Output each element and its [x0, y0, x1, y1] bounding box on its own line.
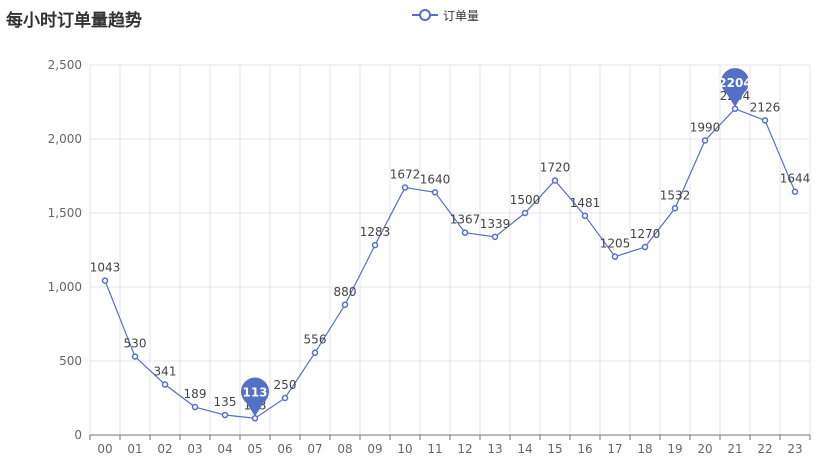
data-label: 1644: [780, 172, 811, 186]
x-tick-label: 10: [397, 442, 412, 456]
data-point[interactable]: [491, 233, 499, 241]
mark-pin-label: 2204: [718, 76, 751, 90]
data-label: 1672: [390, 168, 421, 182]
data-point[interactable]: [551, 177, 559, 184]
y-tick-label: 2,000: [48, 132, 82, 146]
data-point[interactable]: [641, 243, 649, 251]
data-point[interactable]: [461, 229, 469, 236]
data-label: 1283: [360, 225, 391, 239]
x-tick-label: 15: [547, 442, 562, 456]
data-label: 880: [334, 285, 357, 299]
x-tick-label: 18: [637, 442, 652, 456]
x-tick-label: 01: [127, 442, 142, 456]
data-point[interactable]: [761, 117, 769, 124]
x-tick-label: 03: [187, 442, 202, 456]
x-tick-label: 07: [307, 442, 322, 456]
data-label: 189: [184, 387, 207, 401]
data-label: 1367: [450, 213, 481, 227]
data-point[interactable]: [131, 353, 139, 360]
data-point[interactable]: [791, 188, 799, 195]
x-tick-label: 02: [157, 442, 172, 456]
y-tick-label: 500: [59, 354, 82, 368]
x-tick-label: 20: [697, 442, 712, 456]
x-tick-label: 09: [367, 442, 382, 456]
mark-pin-min: [241, 377, 270, 417]
y-tick-label: 2,500: [48, 58, 82, 72]
data-label: 530: [124, 337, 147, 351]
data-point[interactable]: [731, 105, 739, 113]
data-point[interactable]: [431, 189, 439, 196]
data-label: 1481: [570, 196, 601, 210]
data-point[interactable]: [251, 415, 259, 422]
data-label: 1043: [90, 261, 121, 275]
data-label: 135: [214, 395, 237, 409]
data-point[interactable]: [521, 209, 529, 217]
x-tick-label: 06: [277, 442, 292, 456]
data-point[interactable]: [401, 184, 409, 191]
data-point[interactable]: [611, 253, 619, 260]
x-tick-label: 13: [487, 442, 502, 456]
data-label: 1205: [600, 237, 631, 251]
x-tick-label: 08: [337, 442, 352, 456]
data-point[interactable]: [671, 205, 679, 212]
data-point[interactable]: [161, 381, 169, 388]
data-label: 341: [154, 365, 177, 379]
x-tick-label: 12: [457, 442, 472, 456]
x-tick-label: 19: [667, 442, 682, 456]
data-label: 1640: [420, 172, 451, 186]
legend-label: 订单量: [443, 8, 480, 23]
x-tick-label: 22: [757, 442, 772, 456]
legend[interactable]: 订单量: [412, 5, 479, 25]
legend-line-icon: [412, 9, 438, 21]
data-point[interactable]: [371, 241, 379, 249]
data-label: 1270: [630, 227, 661, 241]
data-point[interactable]: [281, 394, 289, 402]
mark-pin-max: [721, 68, 750, 107]
x-tick-label: 23: [787, 442, 802, 456]
data-label: 1990: [690, 120, 721, 134]
data-point[interactable]: [101, 277, 109, 284]
data-point[interactable]: [221, 411, 229, 419]
x-tick-label: 16: [577, 442, 592, 456]
data-label: 1500: [510, 193, 541, 207]
data-label: 1720: [540, 160, 571, 174]
x-tick-label: 21: [727, 442, 742, 456]
data-point[interactable]: [581, 212, 589, 220]
data-label: 556: [304, 333, 327, 347]
y-tick-label: 1,000: [48, 280, 82, 294]
data-label: 250: [274, 378, 297, 392]
data-point[interactable]: [311, 349, 319, 356]
x-tick-label: 14: [517, 442, 532, 456]
x-tick-label: 04: [217, 442, 232, 456]
x-tick-label: 17: [607, 442, 622, 456]
data-point[interactable]: [701, 137, 709, 144]
data-label: 1339: [480, 217, 511, 231]
y-tick-label: 1,500: [48, 206, 82, 220]
data-point[interactable]: [191, 403, 199, 411]
chart-title: 每小时订单量趋势: [6, 11, 142, 31]
x-tick-label: 05: [247, 442, 262, 456]
data-label: 1532: [660, 188, 691, 202]
series-line-orders: [104, 108, 796, 419]
mark-pin-label: 113: [242, 385, 267, 399]
data-point[interactable]: [341, 301, 349, 309]
y-tick-label: 0: [74, 428, 82, 442]
data-label: 2126: [750, 100, 781, 114]
x-tick-label: 00: [97, 442, 112, 456]
x-tick-label: 11: [427, 442, 442, 456]
